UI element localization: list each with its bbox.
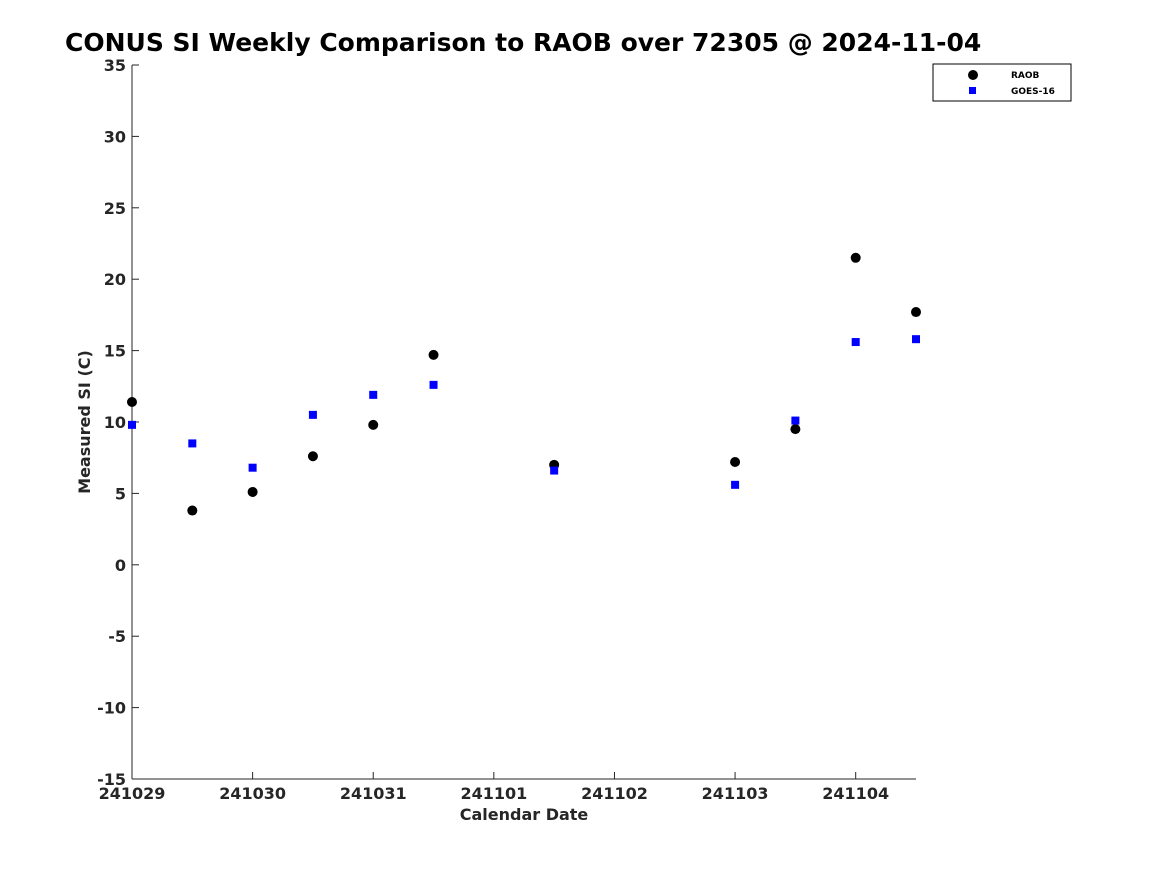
- data-point-raob: [730, 456, 741, 467]
- data-point-goes-16: [308, 410, 317, 419]
- data-point-goes-16: [912, 335, 920, 344]
- y-tick-label: 30: [104, 127, 126, 146]
- y-tick-label: 15: [104, 342, 126, 361]
- x-tick-label: 241104: [822, 784, 889, 803]
- data-point-goes-16: [550, 466, 559, 475]
- y-tick-label: -5: [108, 627, 126, 646]
- x-tick-label: 241029: [99, 784, 166, 803]
- y-tick-label: 25: [104, 199, 126, 218]
- data-point-raob: [911, 307, 921, 318]
- legend: RAOB GOES-16: [932, 63, 1072, 102]
- y-tick-label: -15: [97, 770, 126, 789]
- data-point-raob: [368, 419, 379, 430]
- data-point-raob: [790, 424, 801, 435]
- data-point-raob: [307, 451, 318, 462]
- data-point-raob: [850, 252, 861, 263]
- series-raob: [127, 252, 921, 516]
- data-point-goes-16: [791, 416, 800, 425]
- y-tick-label: 35: [104, 56, 126, 75]
- legend-marker-raob: [968, 70, 978, 80]
- data-point-goes-16: [128, 420, 136, 429]
- chart-title: CONUS SI Weekly Comparison to RAOB over …: [65, 28, 982, 57]
- x-tick-label: 241030: [219, 784, 286, 803]
- legend-label-goes-16: GOES-16: [1011, 87, 1055, 97]
- series-goes-16: [128, 335, 920, 489]
- data-point-goes-16: [248, 463, 257, 472]
- x-tick-label: 241102: [581, 784, 648, 803]
- legend-box: [932, 63, 1072, 102]
- data-point-raob: [247, 486, 258, 497]
- data-point-goes-16: [731, 480, 740, 489]
- data-point-raob: [127, 397, 137, 408]
- data-point-goes-16: [188, 439, 197, 448]
- y-tick-label: 0: [115, 556, 126, 575]
- x-tick-label: 241101: [460, 784, 527, 803]
- y-tick-label: 5: [115, 484, 126, 503]
- y-axis-label: Measured SI (C): [75, 350, 94, 494]
- y-ticks: -15 -10 -5 0 5 10 15 20 25 30 35: [97, 56, 139, 789]
- x-ticks: 241029 241030 241031 241101 241102 241103 2411…: [99, 772, 889, 803]
- y-tick-label: -10: [97, 699, 126, 718]
- data-point-raob: [187, 505, 198, 516]
- legend-label-raob: RAOB: [1011, 71, 1040, 81]
- x-tick-label: 241103: [702, 784, 769, 803]
- data-point-goes-16: [429, 380, 438, 389]
- y-tick-label: 20: [104, 270, 126, 289]
- data-point-raob: [428, 349, 439, 360]
- x-axis-label: Calendar Date: [460, 805, 589, 824]
- legend-marker-goes-16: [969, 87, 976, 94]
- data-point-goes-16: [851, 338, 860, 347]
- data-series: [127, 252, 921, 516]
- y-tick-label: 10: [104, 413, 126, 432]
- x-tick-label: 241031: [340, 784, 407, 803]
- data-point-goes-16: [369, 390, 378, 399]
